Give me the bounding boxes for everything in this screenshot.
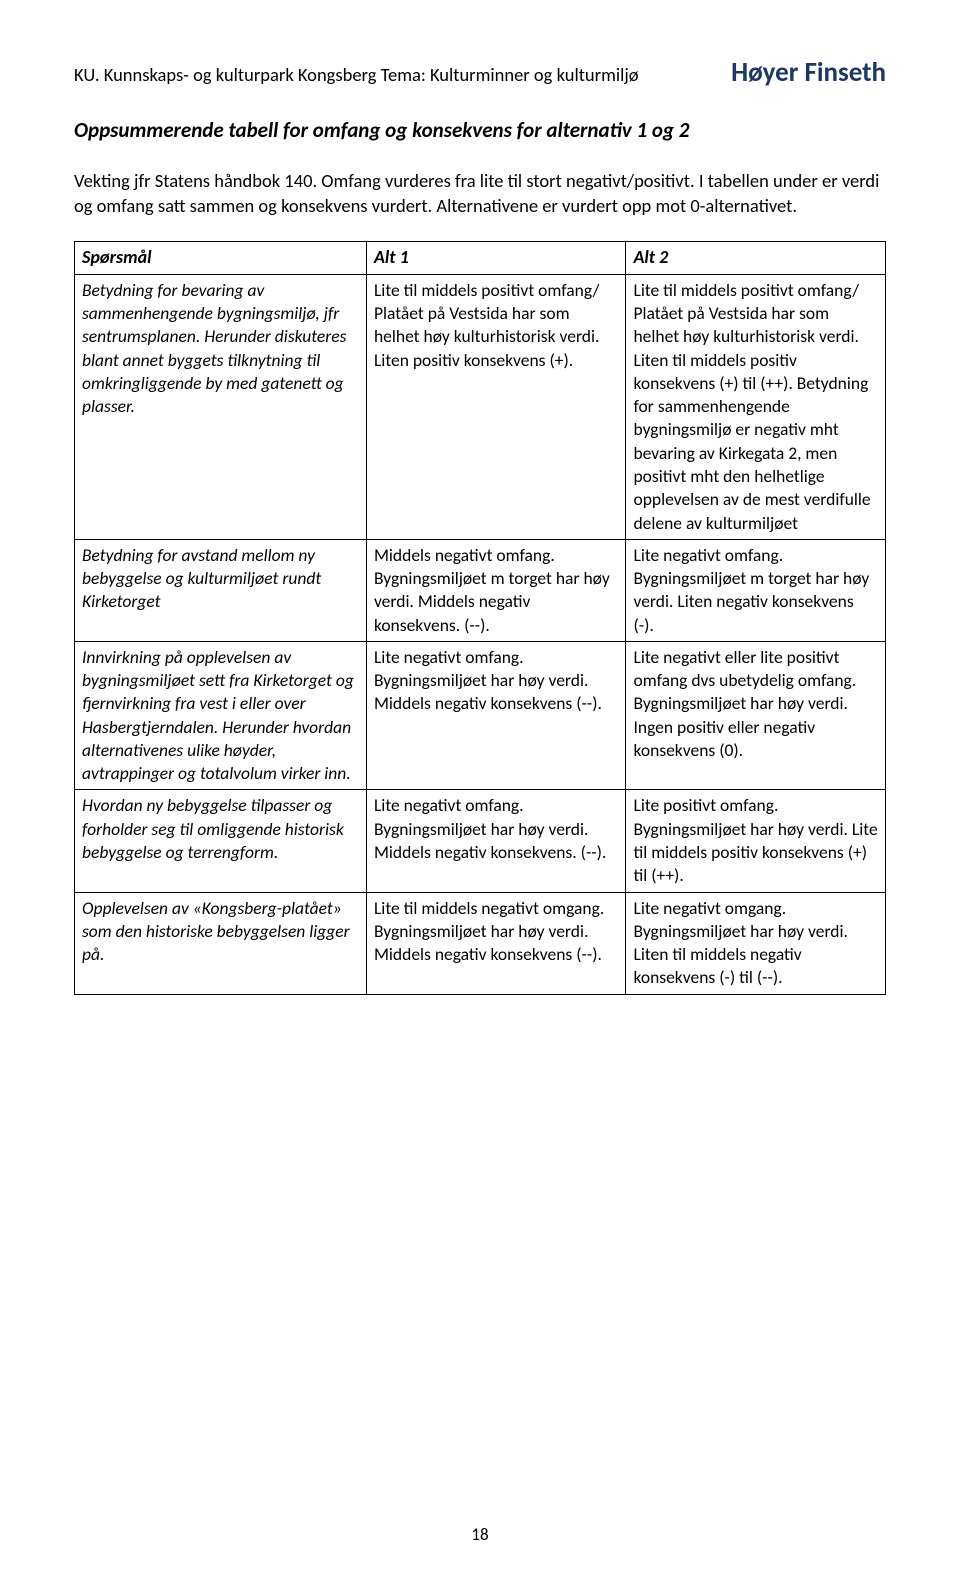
table-row: Innvirkning på opplevelsen av bygningsmi…	[75, 641, 886, 790]
cell-alt1: Lite negativt omfang. Bygningsmiljøet ha…	[366, 790, 626, 892]
table-row: Opplevelsen av «Kongsberg-platået» som d…	[75, 892, 886, 994]
section-title: Oppsummerende tabell for omfang og konse…	[74, 117, 886, 143]
col-header-alt2: Alt 2	[626, 241, 886, 274]
cell-alt2: Lite til middels positivt omfang/ Platåe…	[626, 274, 886, 539]
table-row: Hvordan ny bebyggelse tilpasser og forho…	[75, 790, 886, 892]
intro-paragraph: Vekting jfr Statens håndbok 140. Omfang …	[74, 169, 886, 219]
table-row: Betydning for avstand mellom ny bebyggel…	[75, 539, 886, 641]
cell-alt1: Lite negativt omfang. Bygningsmiljøet ha…	[366, 641, 626, 790]
table-row: Betydning for bevaring av sammenhengende…	[75, 274, 886, 539]
cell-question: Opplevelsen av «Kongsberg-platået» som d…	[75, 892, 367, 994]
col-header-question: Spørsmål	[75, 241, 367, 274]
consequence-table: Spørsmål Alt 1 Alt 2 Betydning for bevar…	[74, 241, 886, 995]
cell-alt1: Middels negativt omfang. Bygningsmiljøet…	[366, 539, 626, 641]
cell-alt1: Lite til middels negativt omgang. Bygnin…	[366, 892, 626, 994]
header-left: KU. Kunnskaps- og kulturpark Kongsberg T…	[74, 63, 639, 86]
header-right-brand: Høyer Finseth	[731, 56, 886, 89]
cell-alt2: Lite negativt eller lite positivt omfang…	[626, 641, 886, 790]
cell-question: Betydning for bevaring av sammenhengende…	[75, 274, 367, 539]
cell-alt2: Lite positivt omfang. Bygningsmiljøet ha…	[626, 790, 886, 892]
cell-question: Betydning for avstand mellom ny bebyggel…	[75, 539, 367, 641]
col-header-alt1: Alt 1	[366, 241, 626, 274]
cell-alt1: Lite til middels positivt omfang/ Platåe…	[366, 274, 626, 539]
page-header: KU. Kunnskaps- og kulturpark Kongsberg T…	[74, 56, 886, 89]
cell-alt2: Lite negativt omgang. Bygningsmiljøet ha…	[626, 892, 886, 994]
cell-question: Innvirkning på opplevelsen av bygningsmi…	[75, 641, 367, 790]
cell-question: Hvordan ny bebyggelse tilpasser og forho…	[75, 790, 367, 892]
page-number: 18	[0, 1524, 960, 1545]
table-header-row: Spørsmål Alt 1 Alt 2	[75, 241, 886, 274]
cell-alt2: Lite negativt omfang. Bygningsmiljøet m …	[626, 539, 886, 641]
